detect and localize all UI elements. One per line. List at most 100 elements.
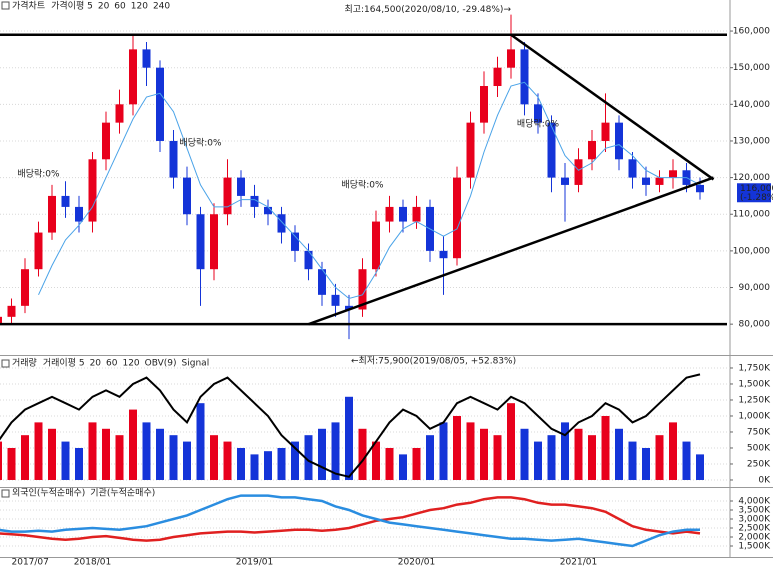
legend-item: 60 bbox=[106, 359, 118, 369]
legend-item: 거래이평 5 bbox=[43, 358, 85, 369]
volume-bar bbox=[358, 428, 367, 480]
candle-body bbox=[507, 49, 515, 68]
volume-bar bbox=[88, 422, 97, 480]
candle-body bbox=[588, 140, 596, 160]
volume-bar bbox=[628, 441, 637, 480]
volume-bar bbox=[237, 447, 245, 480]
y-tick-label: 3,000K bbox=[738, 515, 771, 525]
y-tick-label: 1,500K bbox=[738, 379, 771, 389]
candle-body bbox=[304, 250, 313, 270]
candle-body bbox=[493, 67, 502, 87]
volume-bar bbox=[223, 441, 232, 480]
candle-body bbox=[34, 232, 43, 270]
volume-bar bbox=[520, 428, 529, 480]
volume-bar bbox=[601, 415, 610, 480]
y-tick-label: 150,000 bbox=[733, 63, 770, 73]
candle-body bbox=[115, 104, 124, 123]
panel-icon[interactable] bbox=[1, 1, 10, 10]
legend-item: 기관(누적순매수) bbox=[90, 487, 155, 499]
y-tick-label: 0K bbox=[758, 475, 771, 485]
volume-bar bbox=[534, 441, 542, 480]
volume-bar bbox=[0, 441, 2, 480]
panel-title: 거래량 bbox=[12, 357, 37, 369]
volume-bar bbox=[304, 435, 313, 480]
volume-bar bbox=[7, 447, 16, 480]
annotation: ←최저:75,900(2019/08/05, +52.83%) bbox=[351, 356, 516, 367]
y-tick-label: 750K bbox=[747, 427, 771, 437]
candle-body bbox=[102, 122, 110, 160]
volume-bar bbox=[669, 422, 677, 480]
candle-body bbox=[628, 159, 637, 178]
volume-bar bbox=[507, 403, 515, 480]
candle-body bbox=[453, 177, 461, 259]
candle-body bbox=[345, 305, 353, 310]
volume-bar bbox=[642, 447, 650, 480]
volume-bar bbox=[129, 409, 137, 480]
volume-bar bbox=[466, 422, 475, 480]
candle-body bbox=[655, 177, 664, 185]
volume-bar bbox=[196, 403, 205, 480]
volume-bar bbox=[547, 435, 556, 480]
volume-bar bbox=[291, 441, 299, 480]
volume-bar bbox=[34, 422, 43, 480]
candle-body bbox=[574, 159, 583, 185]
annotation: 최고:164,500(2020/08/10, -29.48%)→ bbox=[344, 4, 511, 15]
y-tick-label: 90,000 bbox=[739, 283, 771, 293]
candle-body bbox=[250, 195, 259, 207]
candle-body bbox=[223, 177, 232, 215]
volume-bar bbox=[480, 428, 488, 480]
candle-body bbox=[561, 177, 569, 185]
candle-body bbox=[466, 122, 475, 178]
y-tick-label: 2,500K bbox=[738, 524, 771, 534]
legend-item: 20 bbox=[98, 2, 110, 12]
volume-bar bbox=[399, 454, 407, 480]
panel-icon[interactable] bbox=[1, 359, 10, 368]
candle-body bbox=[358, 269, 367, 310]
series-line bbox=[0, 496, 701, 542]
volume-bar bbox=[115, 435, 124, 480]
candle-body bbox=[520, 49, 529, 105]
volume-bar bbox=[169, 435, 178, 480]
candle-body bbox=[237, 177, 245, 196]
candle-body bbox=[21, 269, 29, 306]
candle-body bbox=[88, 159, 97, 222]
x-tick-label: 2017/07 bbox=[12, 558, 49, 567]
y-tick-label: 100,000 bbox=[733, 246, 770, 256]
candle-body bbox=[61, 195, 70, 207]
y-tick-label: 120,000 bbox=[733, 173, 770, 183]
panel-title: 가격차트 bbox=[12, 0, 45, 12]
volume-bar bbox=[75, 447, 83, 480]
candle-body bbox=[7, 305, 16, 317]
volume-bar bbox=[655, 435, 664, 480]
x-tick-label: 2020/01 bbox=[398, 558, 435, 567]
legend-item: 120 bbox=[131, 2, 148, 12]
volume-bar bbox=[453, 415, 461, 480]
candle-body bbox=[210, 214, 218, 270]
volume-bar bbox=[426, 435, 434, 480]
volume-bar bbox=[250, 454, 259, 480]
volume-bar bbox=[615, 428, 623, 480]
volume-bar bbox=[696, 454, 704, 480]
panel-icon[interactable] bbox=[1, 489, 10, 498]
legend-item: 20 bbox=[90, 359, 102, 369]
annotation: 배당락:0% bbox=[17, 167, 60, 179]
y-tick-label: 110,000 bbox=[733, 210, 770, 220]
y-tick-label: 3,500K bbox=[738, 506, 771, 516]
candle-body bbox=[642, 177, 650, 185]
volume-bar bbox=[48, 428, 56, 480]
volume-bar bbox=[345, 396, 353, 480]
y-tick-label: 1,500K bbox=[738, 542, 771, 552]
candle-body bbox=[547, 122, 556, 178]
y-tick-label: 2,000K bbox=[738, 533, 771, 543]
last-change: (-1.28%) bbox=[740, 193, 773, 203]
y-tick-label: 4,000K bbox=[738, 497, 771, 507]
volume-bar bbox=[277, 447, 286, 480]
candle-body bbox=[196, 214, 205, 270]
candle-body bbox=[277, 214, 286, 233]
candle-body bbox=[534, 104, 542, 123]
x-tick-label: 2021/01 bbox=[560, 558, 597, 567]
volume-bar bbox=[682, 441, 691, 480]
y-tick-label: 250K bbox=[747, 459, 771, 469]
legend-item: 외국인(누적순매수) bbox=[12, 487, 85, 499]
